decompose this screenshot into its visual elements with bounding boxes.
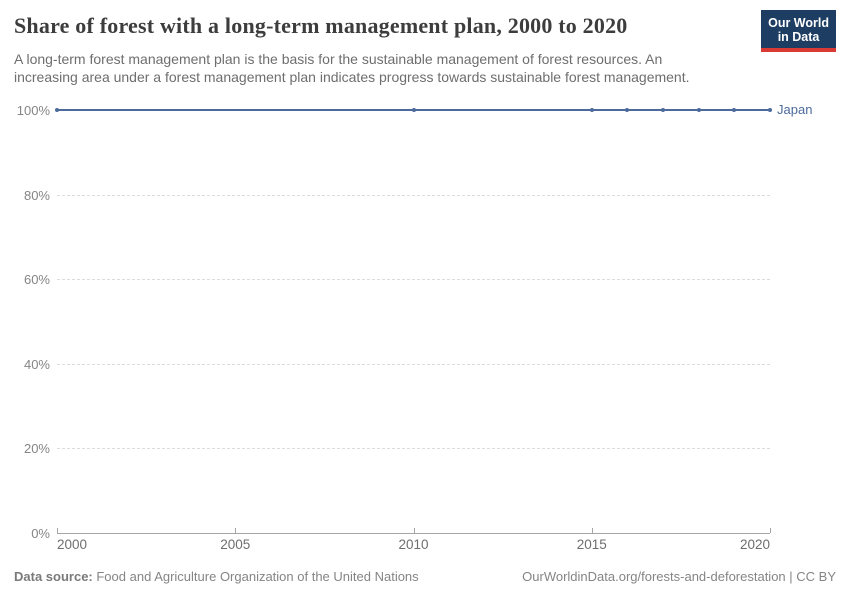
x-axis-label-2020: 2020	[739, 537, 770, 552]
x-axis-label-2005: 2005	[220, 537, 251, 552]
x-axis-tick-2015	[591, 528, 593, 533]
x-axis-tick-2000	[57, 528, 58, 533]
y-axis-label-0: 0%	[31, 526, 50, 541]
series-point-japan-2015[interactable]	[589, 108, 594, 112]
owid-logo[interactable]: Our World in Data	[761, 10, 836, 52]
y-axis-label-60: 60%	[23, 272, 50, 288]
owid-url-link[interactable]: OurWorldinData.org/forests-and-deforesta…	[522, 569, 786, 584]
owid-logo-line2: in Data	[777, 30, 820, 44]
gridline-40	[57, 363, 770, 365]
footer-credit: OurWorldinData.org/forests-and-deforesta…	[522, 569, 836, 584]
series-point-japan-2000[interactable]	[55, 108, 59, 112]
gridline-20	[57, 448, 770, 450]
chart-subtitle: A long-term forest management plan is th…	[14, 51, 690, 85]
series-point-japan-2017[interactable]	[661, 108, 666, 112]
x-axis-tick-2005	[235, 528, 237, 533]
x-axis-tick-2010	[413, 528, 415, 533]
series-point-japan-2019[interactable]	[732, 108, 737, 112]
data-source-label: Data source:	[14, 569, 93, 584]
gridline-80	[57, 194, 770, 196]
gridline-60	[57, 279, 770, 281]
x-axis-label-2015: 2015	[576, 537, 607, 552]
series-point-japan-2010[interactable]	[411, 108, 416, 112]
license-label: | CC BY	[785, 569, 836, 584]
y-axis-label-100: 100%	[16, 103, 50, 118]
y-axis-label-20: 20%	[23, 441, 50, 457]
series-point-japan-2018[interactable]	[696, 108, 701, 112]
y-axis-label-40: 40%	[23, 356, 50, 372]
y-axis-label-80: 80%	[23, 187, 50, 203]
entity-label-japan[interactable]: Japan	[777, 102, 813, 117]
data-source-note: Data source: Food and Agriculture Organi…	[14, 569, 419, 584]
owid-logo-line1: Our World	[768, 16, 829, 30]
x-axis-tick-2020	[770, 528, 771, 533]
series-point-japan-2020[interactable]	[768, 108, 772, 112]
x-axis-label-2010: 2010	[398, 537, 429, 552]
chart-title: Share of forest with a long-term managem…	[14, 13, 628, 38]
x-axis-label-2000: 2000	[57, 537, 88, 552]
series-point-japan-2016[interactable]	[625, 108, 630, 112]
x-axis-line	[57, 533, 770, 534]
data-source-value: Food and Agriculture Organization of the…	[92, 569, 419, 584]
